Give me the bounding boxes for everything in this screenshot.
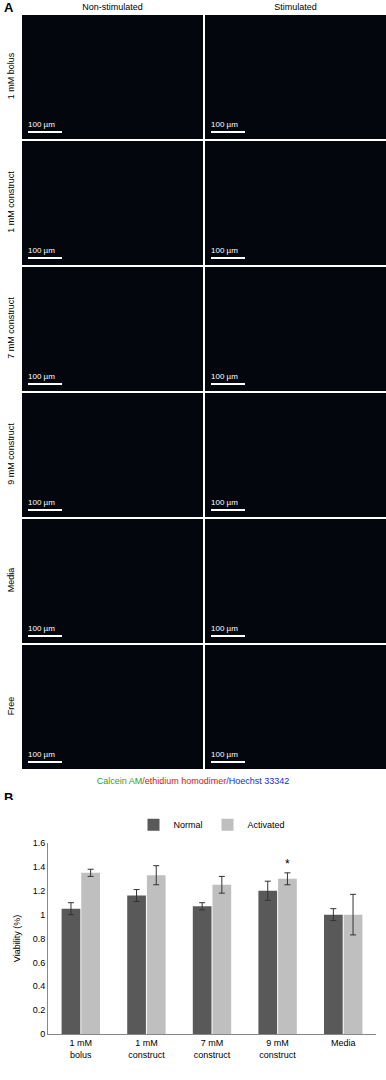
html-text:100 µm: 100 µm [28, 750, 55, 759]
html-text:A: A [4, 0, 14, 15]
html-text:Stimulated: Stimulated [274, 2, 317, 12]
svg-text:0.8: 0.8 [33, 934, 46, 944]
svg-text:0: 0 [40, 1029, 45, 1039]
html-text:100 µm: 100 µm [28, 624, 55, 633]
svg-text:1 mMconstruct: 1 mMconstruct [128, 1038, 165, 1060]
svg-text:0.4: 0.4 [33, 981, 46, 991]
html-text:Calcein AM / ethidium homodime: Calcein AM / ethidium homodimer / Hoechs… [96, 776, 290, 786]
html-text:7 mM construct: 7 mM construct [6, 297, 16, 359]
svg-text:1.6: 1.6 [33, 838, 46, 848]
html-text:100 µm: 100 µm [28, 120, 55, 129]
svg-text:1.2: 1.2 [33, 886, 46, 896]
html-text:100 µm: 100 µm [28, 246, 55, 255]
svg-text:Viability (%): Viability (%) [12, 915, 22, 962]
html-text:100 µm: 100 µm [211, 624, 238, 633]
html-text:1 mM construct: 1 mM construct [6, 171, 16, 233]
html-text:B: B [4, 790, 14, 805]
html-text:100 µm: 100 µm [28, 372, 55, 381]
html-text:100 µm: 100 µm [211, 246, 238, 255]
html-text:100 µm: 100 µm [211, 750, 238, 759]
svg-text:0.2: 0.2 [33, 1005, 46, 1015]
html-text:9 mM construct: 9 mM construct [6, 423, 16, 485]
svg-text:9 mMconstruct: 9 mMconstruct [259, 1038, 296, 1060]
svg-text:1: 1 [40, 910, 45, 920]
svg-text:0.6: 0.6 [33, 958, 46, 968]
html-text:1 mM bolus: 1 mM bolus [6, 52, 16, 100]
html-text:100 µm: 100 µm [211, 120, 238, 129]
svg-text:*: * [285, 857, 290, 871]
svg-text:Media: Media [331, 1038, 356, 1048]
svg-text:1.4: 1.4 [33, 862, 46, 872]
svg-text:Normal: Normal [174, 820, 203, 830]
html-text:100 µm: 100 µm [28, 498, 55, 507]
html-text:100 µm: 100 µm [211, 372, 238, 381]
html-text:100 µm: 100 µm [211, 498, 238, 507]
svg-text:Activated: Activated [248, 820, 285, 830]
html-text:Non-stimulated: Non-stimulated [82, 2, 143, 12]
svg-text:7 mMconstruct: 7 mMconstruct [194, 1038, 231, 1060]
svg-text:1 mMbolus: 1 mMbolus [70, 1038, 93, 1060]
html-text:Free: Free [6, 696, 16, 716]
html-text:Media: Media [6, 567, 16, 593]
